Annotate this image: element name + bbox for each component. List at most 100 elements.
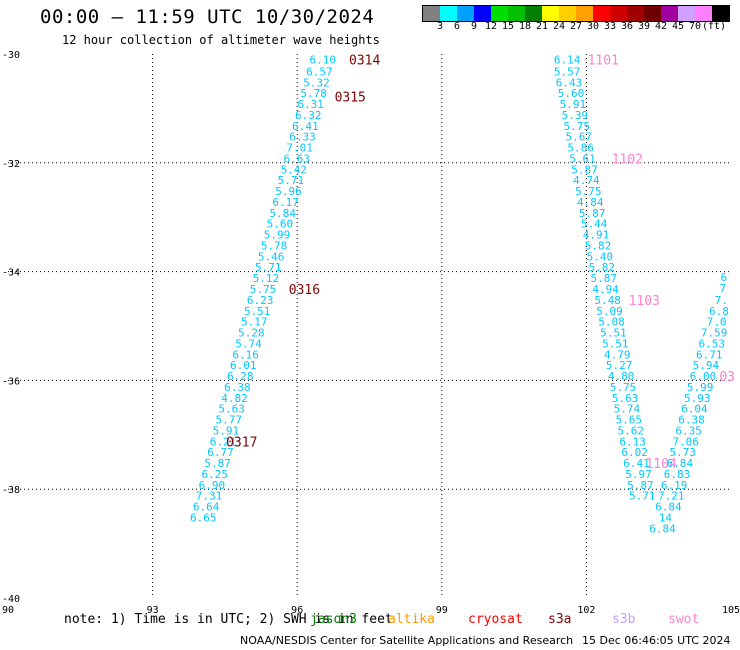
data-point-label: 6.21 [210,435,237,448]
color-swatch [712,6,729,21]
color-swatch [559,6,576,21]
data-point-label: 5.32 [303,76,330,89]
pass-time-label: 1102 [612,152,643,167]
data-point-label: 6.71 [696,348,723,361]
data-point-label: 6.32 [295,109,322,122]
data-point-label: 5.71 [278,174,305,187]
data-point-label: 6.84 [667,457,694,470]
data-point-label: 5.57 [554,65,581,78]
data-point-label: 5.87 [571,163,598,176]
data-point-label: 5.78 [261,239,288,252]
data-point-label: 5.09 [596,305,623,318]
color-swatch [627,6,644,21]
data-point-label: 5.51 [600,327,627,340]
data-point-label: 6.65 [190,511,217,524]
data-point-label: 6.28 [227,370,254,383]
page-title: 00:00 – 11:59 UTC 10/30/2024 [40,6,375,28]
satellite-legend-item: s3b [612,612,636,627]
data-point-label: 5.77 [216,414,243,427]
data-point-label: 5.65 [616,414,643,427]
color-swatch [440,6,457,21]
x-tick-label: 102 [577,605,595,616]
color-swatch [610,6,627,21]
color-legend-unit: (ft) [701,21,727,32]
y-tick-label: -34 [2,268,20,279]
pass-time-label: 03 [719,370,735,385]
data-point-label: 6.83 [664,468,691,481]
color-swatch [576,6,593,21]
data-point-label: 5.40 [587,250,614,263]
data-point-label: 7.21 [658,490,685,503]
data-point-label: 5.61 [569,152,596,165]
data-point-label: 7.01 [286,142,313,155]
color-legend-label: 3 [436,21,444,32]
data-point-label: 5.99 [264,229,291,242]
data-point-label: 7.06 [672,435,699,448]
satellite-legend-item: cryosat [468,612,523,627]
data-point-label: 5.74 [235,337,262,350]
data-point-label: 6.57 [306,65,333,78]
pass-time-label: 1104 [645,457,676,472]
color-swatch [457,6,474,21]
color-swatch [661,6,678,21]
data-point-label: 6.04 [681,403,708,416]
color-swatch [542,6,559,21]
pass-time-label: 1103 [629,294,660,309]
data-point-label: 6.53 [698,337,725,350]
data-point-label: 6.90 [199,479,226,492]
color-swatch [525,6,542,21]
color-legend-label: 30 [586,21,600,32]
data-point-label: 5.75 [250,283,277,296]
x-tick-label: 96 [291,605,303,616]
data-point-label: 5.74 [614,403,641,416]
data-point-label: 6.01 [230,359,257,372]
data-point-label: 5.08 [598,316,625,329]
satellite-legend-item: jason3 [310,612,357,627]
data-point-label: 5.71 [255,261,282,274]
data-point-label: 5.87 [591,272,618,285]
data-point-label: 6.41 [623,457,650,470]
data-point-label: 5.62 [617,424,644,437]
data-point-label: 5.87 [627,479,654,492]
y-tick-label: -32 [2,159,20,170]
footer-credit: NOAA/NESDIS Center for Satellite Applica… [240,634,574,647]
color-swatch [508,6,525,21]
note-text: note: 1) Time is in UTC; 2) SWH is in fe… [64,612,393,627]
color-legend-label: 36 [620,21,634,32]
x-tick-label: 99 [436,605,448,616]
data-point-label: 5.42 [281,163,308,176]
data-point-label: 6.64 [193,501,220,514]
data-point-label: 6 [720,271,727,284]
color-legend-label: 12 [484,21,498,32]
color-swatch [593,6,610,21]
data-point-label: 6.41 [292,120,319,133]
data-point-label: 5.87 [204,457,231,470]
color-swatch [695,6,712,21]
data-point-label: 5.39 [562,109,589,122]
pass-time-label: 0315 [335,90,366,105]
pass-time-label: 1101 [588,53,619,68]
data-point-label: 5.67 [565,131,592,144]
color-swatch [423,6,440,21]
data-point-label: 5.28 [238,327,265,340]
data-point-label: 6.38 [678,414,705,427]
color-legend-label: 39 [637,21,651,32]
data-point-label: 4.82 [221,392,248,405]
data-point-label: 5.93 [684,392,711,405]
pass-time-label: 0316 [289,283,320,298]
color-legend [422,5,730,22]
data-point-label: 5.82 [589,261,616,274]
data-point-label: 7 [719,282,726,295]
footer-date: 15 Dec 06:46:05 UTC 2024 [582,634,731,647]
data-point-label: 5.91 [560,98,587,111]
color-legend-label: 33 [603,21,617,32]
color-legend-label: 6 [453,21,461,32]
data-point-label: 6.33 [289,131,316,144]
y-tick-label: -30 [2,50,20,61]
data-point-label: 5.51 [244,305,271,318]
data-point-label: 6.17 [272,196,299,209]
data-point-label: 7.0 [707,316,727,329]
data-point-label: 5.17 [241,316,268,329]
y-tick-label: -36 [2,376,20,387]
pass-time-label: 0317 [226,435,257,450]
